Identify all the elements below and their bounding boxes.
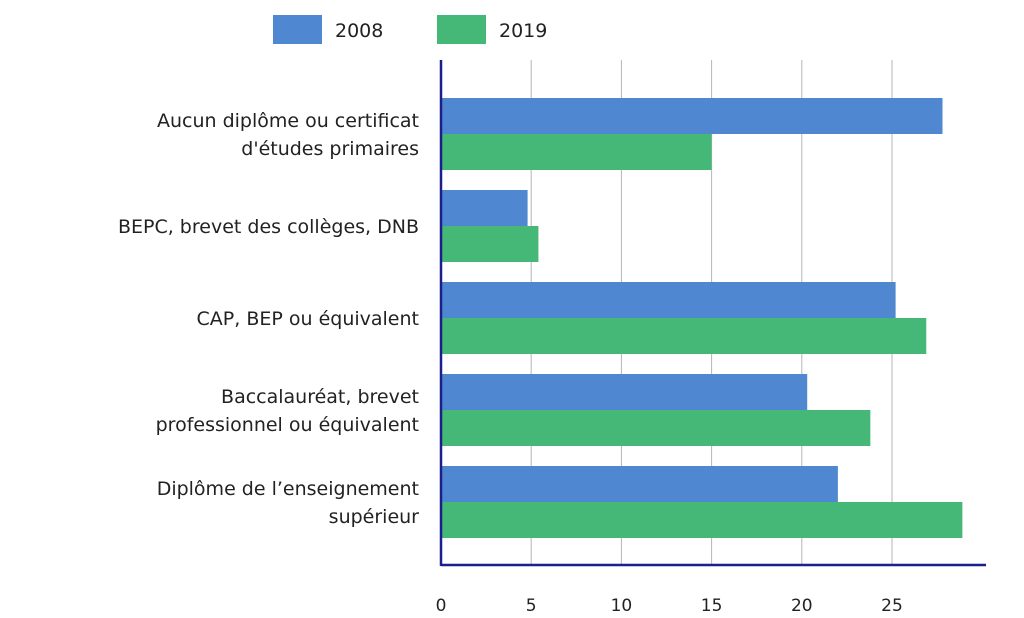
category-label: professionnel ou équivalent xyxy=(156,414,419,436)
bar-2008 xyxy=(441,98,943,134)
bar-2008 xyxy=(441,282,896,318)
category-label: Diplôme de l’enseignement xyxy=(157,478,419,500)
legend-swatch-2019 xyxy=(437,15,486,44)
category-label: d'études primaires xyxy=(241,138,419,160)
bar-2008 xyxy=(441,190,528,226)
category-label: Aucun diplôme ou certificat xyxy=(157,110,419,132)
legend-label: 2019 xyxy=(499,20,547,42)
bar-2019 xyxy=(441,502,963,538)
bar-2019 xyxy=(441,226,539,262)
x-tick-label: 15 xyxy=(701,596,723,616)
bar-2008 xyxy=(441,374,808,410)
bar-2019 xyxy=(441,410,871,446)
x-tick-label: 25 xyxy=(881,596,903,616)
legend-swatch-2008 xyxy=(273,15,322,44)
category-label: supérieur xyxy=(329,506,420,528)
category-label: BEPC, brevet des collèges, DNB xyxy=(118,216,419,238)
x-tick-label: 0 xyxy=(436,596,447,616)
category-label: CAP, BEP ou équivalent xyxy=(197,308,419,330)
bar-2008 xyxy=(441,466,838,502)
x-tick-label: 5 xyxy=(526,596,537,616)
x-tick-label: 10 xyxy=(611,596,633,616)
bar-2019 xyxy=(441,134,712,170)
x-tick-label: 20 xyxy=(791,596,813,616)
category-label: Baccalauréat, brevet xyxy=(221,386,419,408)
legend-label: 2008 xyxy=(335,20,383,42)
bar-2019 xyxy=(441,318,927,354)
